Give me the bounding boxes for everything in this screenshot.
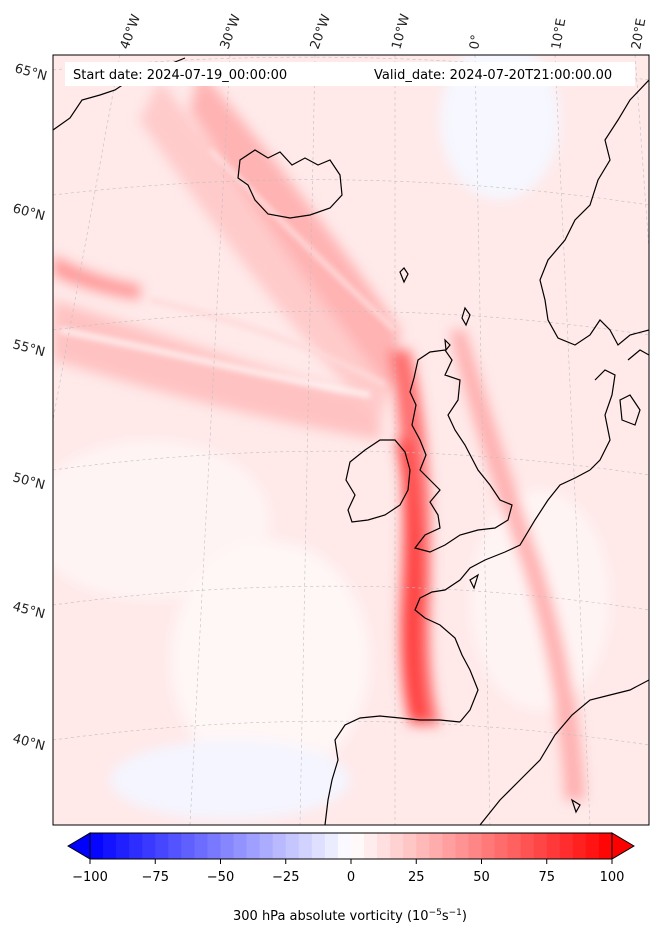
ireland-coast xyxy=(345,439,411,523)
colorbar-cell xyxy=(390,833,404,859)
colorbar-cell xyxy=(468,833,482,859)
colorbar-cell xyxy=(494,833,509,859)
france-coast xyxy=(414,469,591,723)
colorbar-cell xyxy=(520,833,535,859)
lat-label-40n: 40°N xyxy=(11,731,47,754)
graticule xyxy=(53,55,649,825)
colorbar-cell xyxy=(403,833,417,859)
iberia-coast xyxy=(324,715,461,825)
colorbar-cell xyxy=(285,833,300,859)
colorbar-tick-label: 75 xyxy=(538,870,555,885)
colorbar-cell xyxy=(416,833,430,859)
colorbar-cell xyxy=(337,833,352,859)
colorbar-cell xyxy=(507,833,522,859)
colorbar-cell xyxy=(181,833,195,859)
colorbar-cell xyxy=(194,833,208,859)
colorbar-cell xyxy=(155,833,169,859)
colorbar: −100 −75 −50 −25 0 25 50 75 100 300 hPa absolute… xyxy=(67,832,635,924)
lon-label-10e: 10°E xyxy=(549,17,569,50)
colorbar-cell xyxy=(351,833,365,859)
iceland-coast xyxy=(237,149,343,219)
colorbar-min-arrow xyxy=(67,832,91,860)
lon-label-20e: 20°E xyxy=(629,17,649,50)
colorbar-cell xyxy=(246,833,261,859)
colorbar-cell xyxy=(90,833,104,859)
colorbar-cell xyxy=(533,833,548,859)
colorbar-cell xyxy=(324,833,339,859)
colorbar-cell xyxy=(311,833,326,859)
colorbar-cell xyxy=(103,833,117,859)
lon-label-20w: 20°W xyxy=(308,12,334,51)
colorbar-cell xyxy=(546,833,561,859)
colorbar-cell xyxy=(168,833,182,859)
lon-label-40w: 40°W xyxy=(118,12,144,51)
colorbar-tick-label: −50 xyxy=(207,870,234,885)
colorbar-tick-label: 100 xyxy=(600,870,625,885)
header-box xyxy=(65,62,635,86)
lon-label-30w: 30°W xyxy=(218,12,244,51)
colorbar-title: 300 hPa absolute vorticity (10−5s−1) xyxy=(233,908,467,924)
lat-label-55n: 55°N xyxy=(11,337,47,360)
colorbar-cell xyxy=(598,833,613,859)
lon-label-0: 0° xyxy=(467,34,484,51)
colorbar-tick-label: 25 xyxy=(408,870,425,885)
valid-date-label: Valid_date: 2024-07-20T21:00:00.00 xyxy=(374,68,612,83)
colorbar-cell xyxy=(233,833,248,859)
colorbar-cell xyxy=(259,833,274,859)
colorbar-cell xyxy=(220,833,235,859)
colorbar-cell xyxy=(481,833,496,859)
colorbar-cell xyxy=(559,833,574,859)
colorbar-max-arrow xyxy=(611,832,635,860)
colorbar-cell xyxy=(429,833,443,859)
colorbar-cells xyxy=(90,833,613,859)
lat-label-45n: 45°N xyxy=(11,599,47,622)
colorbar-cell xyxy=(442,833,456,859)
colorbar-cell xyxy=(116,833,130,859)
colorbar-cell xyxy=(377,833,391,859)
colorbar-cell xyxy=(129,833,143,859)
colorbar-cell xyxy=(207,833,221,859)
lat-label-60n: 60°N xyxy=(11,201,47,224)
colorbar-cell xyxy=(455,833,469,859)
colorbar-cell xyxy=(572,833,587,859)
colorbar-tick-label: 0 xyxy=(347,870,355,885)
mediterranean-coast xyxy=(479,679,649,825)
denmark-coast xyxy=(589,369,616,471)
lon-label-10w: 10°W xyxy=(389,12,413,51)
norway-coast xyxy=(539,79,649,346)
colorbar-cell xyxy=(272,833,287,859)
colorbar-tick-label: −25 xyxy=(272,870,299,885)
colorbar-tick-label: −75 xyxy=(142,870,169,885)
vorticity-field xyxy=(53,55,649,825)
colorbar-tick-label: 50 xyxy=(473,870,490,885)
colorbar-ticks: −100 −75 −50 −25 0 25 50 75 100 xyxy=(72,859,624,885)
coastlines xyxy=(53,57,649,825)
colorbar-cell xyxy=(585,833,600,859)
colorbar-cell xyxy=(142,833,156,859)
lat-label-65n: 65°N xyxy=(13,61,49,84)
start-date-label: Start date: 2024-07-19_00:00:00 xyxy=(73,68,287,83)
colorbar-tick-label: −100 xyxy=(72,870,108,885)
map-frame xyxy=(52,54,650,826)
colorbar-cell xyxy=(364,833,378,859)
great-britain-coast xyxy=(409,349,513,553)
colorbar-cell xyxy=(298,833,313,859)
lat-label-50n: 50°N xyxy=(11,470,47,493)
